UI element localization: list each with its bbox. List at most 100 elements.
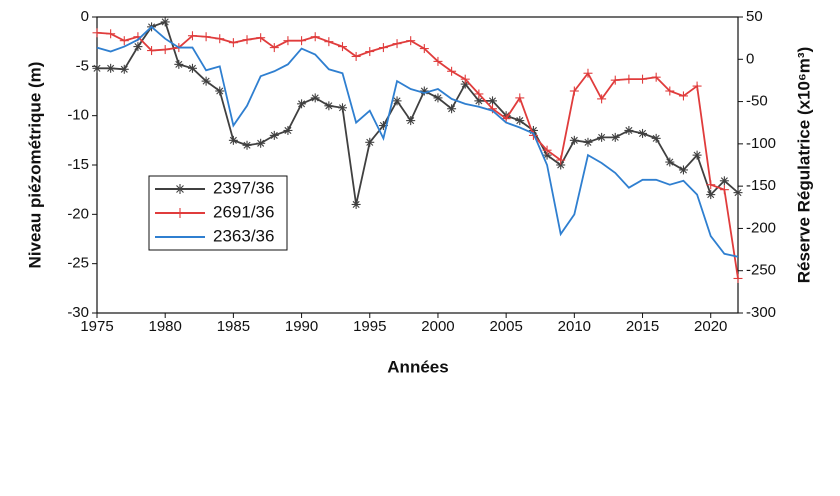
y2-tick-label: -300 — [746, 304, 776, 321]
x-tick-label: 2020 — [694, 318, 727, 335]
data-point — [678, 91, 688, 101]
data-point — [624, 74, 634, 84]
data-point — [283, 36, 293, 46]
y-axis-title: Niveau piézométrique (m) — [25, 62, 44, 269]
data-point — [215, 86, 225, 96]
y2-tick-label: -250 — [746, 262, 776, 279]
legend-label: 2363/36 — [213, 226, 274, 245]
x-tick-label: 2015 — [626, 318, 659, 335]
data-point — [447, 104, 457, 114]
data-point — [133, 42, 143, 52]
y2-tick-label: -50 — [746, 93, 768, 110]
data-point — [419, 86, 429, 96]
data-point — [160, 45, 170, 55]
y2-tick-label: -200 — [746, 219, 776, 236]
data-point — [365, 47, 375, 57]
data-point — [269, 130, 279, 140]
data-point — [147, 46, 157, 56]
x-tick-label: 1985 — [217, 318, 250, 335]
data-point — [433, 93, 443, 103]
data-point — [201, 32, 211, 42]
data-point — [556, 155, 566, 165]
data-point — [337, 103, 347, 113]
data-point — [187, 31, 197, 41]
data-point — [406, 116, 416, 126]
data-point — [515, 93, 525, 103]
data-point — [597, 132, 607, 142]
data-point — [378, 43, 388, 53]
data-point — [583, 68, 593, 78]
data-point — [447, 66, 457, 76]
legend-label: 2397/36 — [213, 178, 274, 197]
data-point — [106, 29, 116, 39]
data-point — [569, 135, 579, 145]
data-point — [569, 86, 579, 96]
data-point — [515, 116, 525, 126]
data-point — [665, 157, 675, 167]
data-point — [92, 28, 102, 38]
data-point — [242, 140, 252, 150]
x-tick-label: 1990 — [285, 318, 318, 335]
data-point — [542, 145, 552, 155]
data-point — [324, 101, 334, 111]
data-point — [201, 76, 211, 86]
y2-tick-label: 0 — [746, 50, 754, 67]
data-point — [597, 94, 607, 104]
data-point — [692, 81, 702, 91]
y2-tick-label: 50 — [746, 8, 763, 25]
y2-axis-title: Réserve Régulatrice (x10⁶m³) — [794, 47, 813, 284]
data-point — [324, 37, 334, 47]
data-point — [256, 33, 266, 43]
y-tick-label: -10 — [67, 107, 89, 124]
data-point — [242, 35, 252, 45]
data-point — [651, 133, 661, 143]
series-line — [96, 25, 739, 258]
data-point — [433, 56, 443, 66]
x-tick-label: 1995 — [353, 318, 386, 335]
y-tick-label: -20 — [67, 205, 89, 222]
data-point — [297, 99, 307, 109]
data-point — [174, 59, 184, 69]
data-point — [692, 150, 702, 160]
data-point — [297, 36, 307, 46]
data-point — [269, 43, 279, 53]
data-point — [583, 137, 593, 147]
data-point — [228, 38, 238, 48]
y-tick-label: -5 — [76, 57, 89, 74]
data-point — [256, 138, 266, 148]
x-tick-label: 2005 — [489, 318, 522, 335]
legend-label: 2691/36 — [213, 202, 274, 221]
data-point — [419, 44, 429, 54]
data-point — [556, 160, 566, 170]
y-tick-label: 0 — [81, 8, 89, 25]
data-point — [365, 137, 375, 147]
data-point — [706, 190, 716, 200]
data-point — [337, 42, 347, 52]
x-tick-label: 2000 — [421, 318, 454, 335]
data-point — [651, 72, 661, 82]
y2-tick-label: -150 — [746, 177, 776, 194]
y-tick-label: -30 — [67, 304, 89, 321]
data-point — [119, 36, 129, 46]
data-point — [706, 180, 716, 190]
data-point — [610, 132, 620, 142]
data-point — [488, 96, 498, 106]
data-point — [283, 125, 293, 135]
data-point — [351, 51, 361, 61]
data-point — [92, 63, 102, 73]
data-point — [392, 96, 402, 106]
data-point — [460, 74, 470, 84]
data-point — [638, 128, 648, 138]
data-point — [351, 199, 361, 209]
data-point — [719, 185, 729, 195]
x-tick-label: 2010 — [558, 318, 591, 335]
data-point — [119, 64, 129, 74]
data-point — [733, 188, 743, 198]
y2-tick-label: -100 — [746, 135, 776, 152]
data-point — [215, 34, 225, 44]
data-point — [392, 39, 402, 49]
legend-marker — [176, 184, 184, 194]
data-point — [106, 63, 116, 73]
x-tick-label: 1975 — [80, 318, 113, 335]
